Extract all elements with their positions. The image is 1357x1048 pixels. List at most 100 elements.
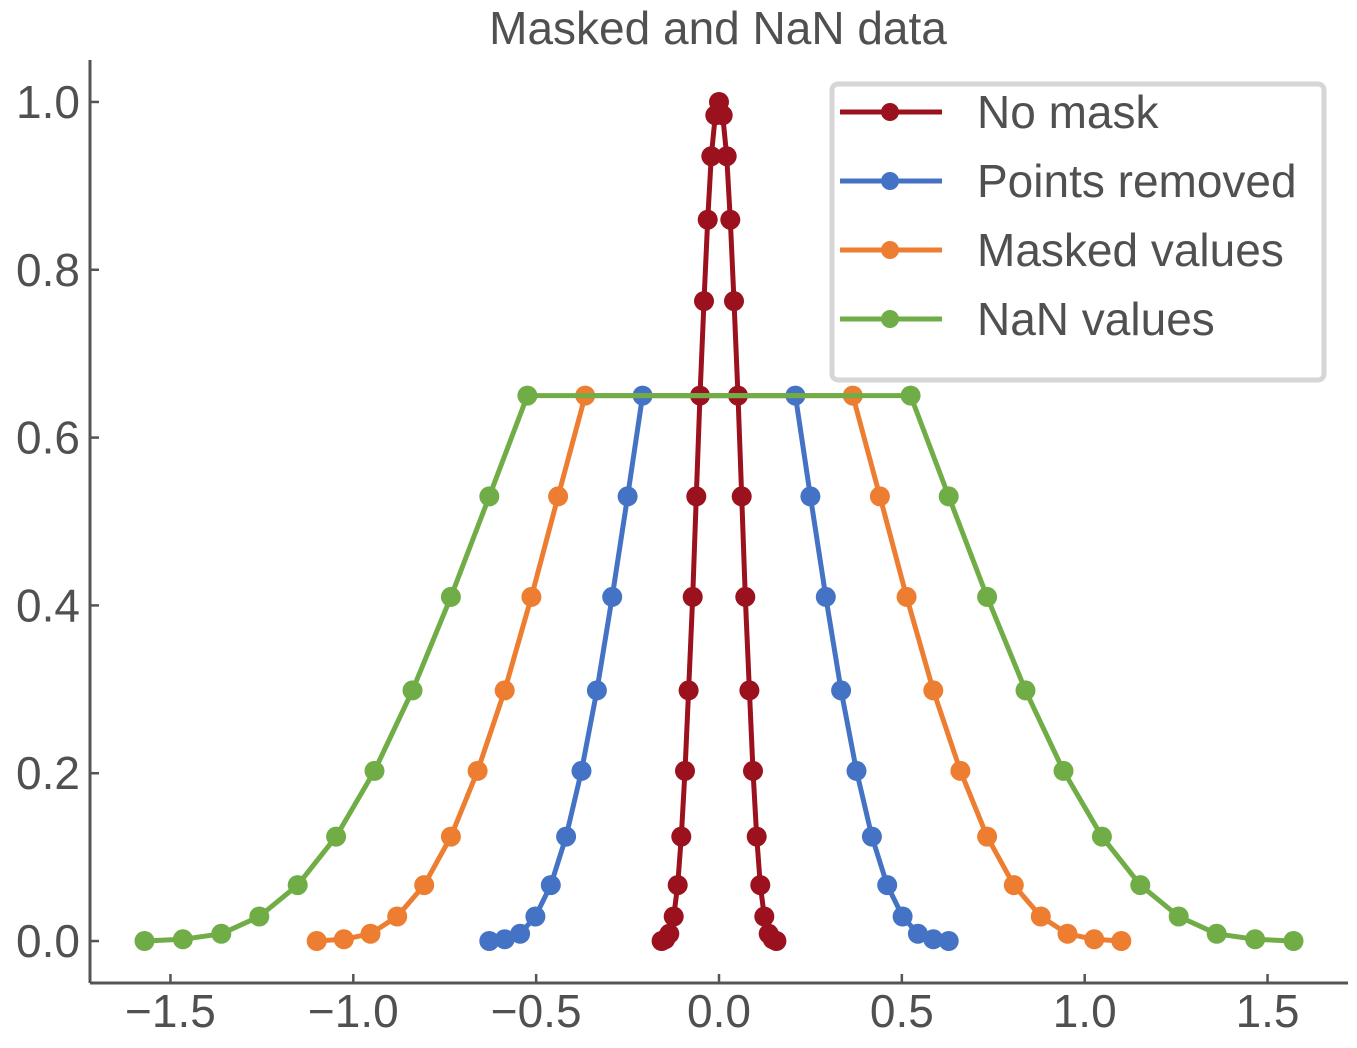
y-tick-label: 0.0 [16, 915, 80, 967]
x-tick-label: −1.5 [125, 985, 216, 1037]
data-point [743, 760, 763, 781]
data-point [134, 931, 155, 951]
x-tick-label: −0.5 [491, 985, 582, 1037]
data-point [249, 906, 270, 927]
series-no-mask [651, 92, 787, 951]
series-line [660, 99, 778, 944]
data-point [548, 486, 569, 507]
data-point [387, 906, 408, 927]
legend-swatch-marker [881, 310, 899, 328]
data-point [1057, 923, 1078, 944]
data-point [479, 931, 500, 951]
data-point [517, 385, 538, 406]
data-point [1015, 680, 1036, 701]
data-point [923, 929, 944, 950]
data-point [675, 760, 695, 781]
data-point [678, 680, 699, 701]
data-point [667, 875, 688, 896]
data-point [617, 486, 638, 507]
chart-title: Masked and NaN data [489, 2, 947, 54]
data-point [831, 680, 852, 701]
data-point [754, 906, 775, 927]
data-point [659, 923, 680, 944]
data-point [697, 209, 718, 230]
data-point [724, 291, 744, 312]
data-point [1091, 826, 1112, 847]
data-point [326, 826, 347, 847]
data-point [1111, 931, 1132, 951]
legend-label: Points removed [977, 155, 1297, 207]
data-point [402, 680, 423, 701]
data-point [556, 826, 577, 847]
data-point [1283, 931, 1304, 951]
data-point [712, 105, 733, 126]
data-point [525, 906, 546, 927]
data-point [694, 291, 714, 312]
data-point [306, 931, 327, 951]
data-point [877, 875, 898, 896]
data-point [846, 760, 867, 781]
data-point [800, 486, 821, 507]
series-line [144, 393, 1294, 944]
data-point [540, 875, 561, 896]
legend-swatch-marker [881, 103, 899, 121]
series-masked-values [306, 385, 1132, 951]
data-point [494, 680, 515, 701]
y-tick-label: 0.6 [16, 412, 80, 464]
data-point [479, 486, 500, 507]
data-point [938, 931, 959, 951]
data-point [211, 923, 232, 944]
data-point [1053, 760, 1074, 781]
y-tick-label: 0.8 [16, 244, 80, 296]
x-tick-label: 0.5 [870, 985, 934, 1037]
data-point [731, 486, 752, 507]
data-point [766, 931, 787, 951]
data-point [586, 680, 607, 701]
data-point [892, 906, 913, 927]
data-point [671, 826, 692, 847]
data-point [1206, 923, 1227, 944]
data-point [1168, 906, 1189, 927]
series-line [316, 393, 1122, 944]
data-point [720, 209, 741, 230]
data-point [896, 586, 917, 607]
data-point [907, 923, 928, 944]
data-point [521, 586, 542, 607]
data-point [494, 929, 515, 950]
data-point [287, 875, 308, 896]
data-point [861, 826, 882, 847]
data-point [1084, 929, 1105, 950]
legend: No mask Points removed Masked values NaN va… [829, 81, 1327, 383]
data-point [571, 760, 592, 781]
data-point [977, 586, 998, 607]
data-point [333, 929, 354, 950]
data-point [735, 586, 756, 607]
data-point [686, 486, 707, 507]
data-point [750, 875, 771, 896]
data-point [510, 923, 531, 944]
series-layer [134, 92, 1304, 951]
data-point [364, 760, 385, 781]
data-point [900, 385, 921, 406]
data-point [1130, 875, 1151, 896]
data-point [701, 146, 722, 167]
data-point [172, 929, 193, 950]
data-point [440, 586, 461, 607]
x-tick-label: 1.0 [1053, 985, 1117, 1037]
data-point [869, 486, 890, 507]
legend-swatch-marker [881, 172, 899, 190]
data-point [1030, 906, 1051, 927]
legend-box [829, 81, 1327, 383]
legend-swatch-marker [881, 241, 899, 259]
legend-label: Masked values [977, 224, 1284, 276]
x-tick-label: 1.5 [1236, 985, 1300, 1037]
data-point [746, 826, 767, 847]
series-nan-values [134, 385, 1304, 951]
x-tick-label: 0.0 [687, 985, 751, 1037]
data-point [1003, 875, 1024, 896]
data-point [1245, 929, 1266, 950]
x-tick-label: −1.0 [308, 985, 399, 1037]
data-point [467, 760, 488, 781]
